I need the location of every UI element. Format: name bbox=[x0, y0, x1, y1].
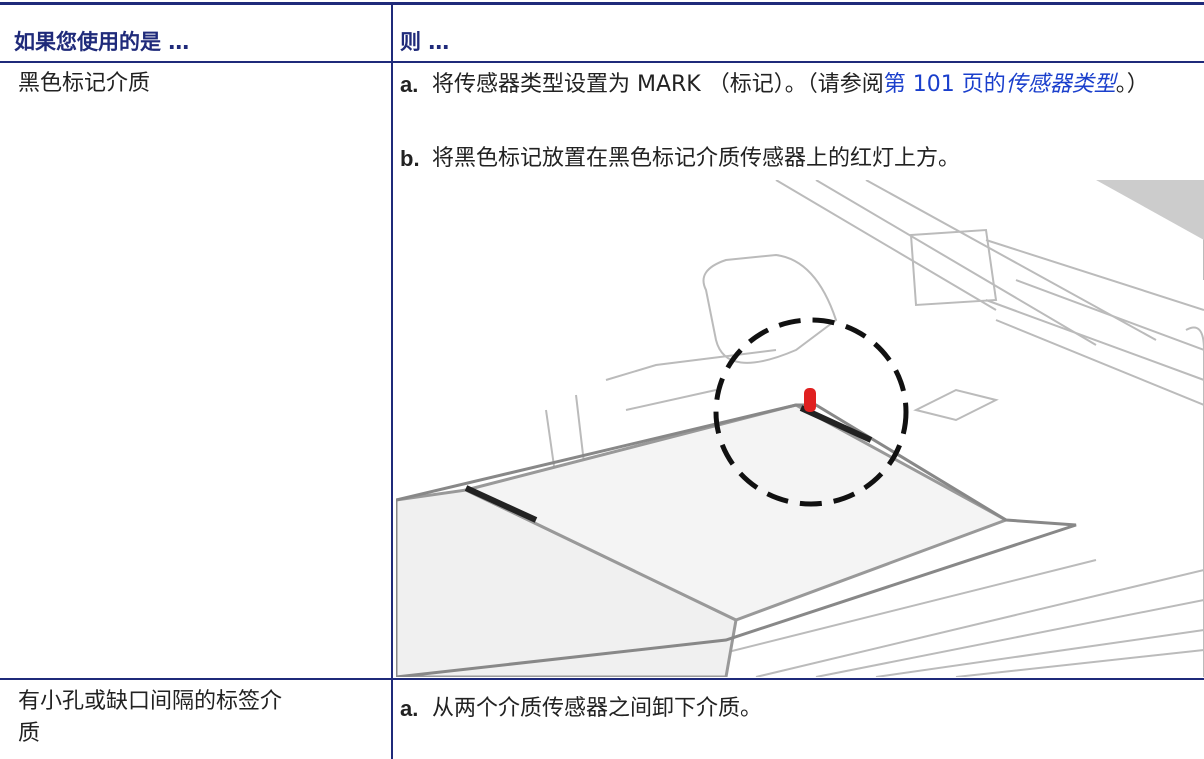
red-light bbox=[804, 388, 816, 412]
column-rule bbox=[391, 5, 393, 759]
step: a. 将传感器类型设置为 MARK （标记）。（请参阅第 101 页的传感器类型… bbox=[400, 70, 1190, 100]
header-cell: 如果您使用的是 … bbox=[14, 30, 190, 54]
step-text: 。） bbox=[1115, 72, 1149, 97]
step: a. 从两个介质传感器之间卸下介质。 bbox=[400, 694, 1190, 724]
header-cell: 则 … bbox=[400, 30, 450, 54]
illustration bbox=[396, 180, 1204, 677]
media-type: 黑色标记介质 bbox=[18, 71, 151, 96]
link[interactable]: 第 101 页的 bbox=[883, 72, 1006, 97]
step-label: a. bbox=[400, 696, 419, 721]
table-top-rule bbox=[0, 2, 1204, 5]
black-mark bbox=[799, 405, 873, 443]
link[interactable]: 传感器类型 bbox=[1005, 72, 1116, 97]
header-rule bbox=[0, 61, 1204, 63]
focus-circle bbox=[713, 317, 909, 507]
black-mark bbox=[464, 485, 538, 523]
step: b. 将黑色标记放置在黑色标记介质传感器上的红灯上方。 bbox=[400, 144, 1190, 174]
step-text: 从两个介质传感器之间卸下介质。 bbox=[432, 696, 763, 721]
media bbox=[396, 488, 738, 677]
step-text: 将黑色标记放置在黑色标记介质传感器上的红灯上方。 bbox=[432, 146, 961, 171]
media-liner bbox=[396, 403, 1077, 677]
step-label: a. bbox=[400, 72, 419, 97]
media-type: 有小孔或缺口间隔的标签介质 bbox=[18, 689, 283, 746]
printer-outline bbox=[545, 180, 1204, 677]
step-label: b. bbox=[400, 146, 420, 171]
row-rule bbox=[0, 678, 1204, 680]
step-text: 将传感器类型设置为 MARK （标记）。（请参阅 bbox=[432, 72, 884, 97]
